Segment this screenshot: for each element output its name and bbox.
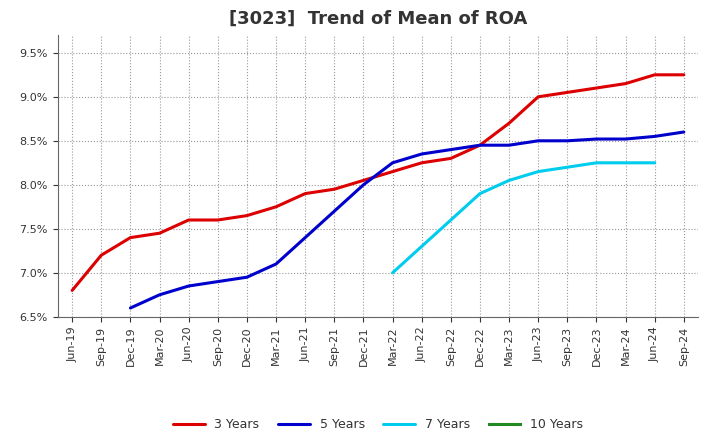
Title: [3023]  Trend of Mean of ROA: [3023] Trend of Mean of ROA bbox=[229, 10, 527, 28]
Line: 3 Years: 3 Years bbox=[72, 75, 684, 290]
5 Years bbox=[680, 129, 688, 135]
3 Years bbox=[156, 231, 164, 236]
5 Years bbox=[301, 235, 310, 240]
3 Years bbox=[476, 143, 485, 148]
5 Years bbox=[621, 136, 630, 142]
3 Years bbox=[359, 178, 368, 183]
7 Years bbox=[592, 160, 600, 165]
3 Years bbox=[271, 204, 280, 209]
5 Years bbox=[330, 209, 338, 214]
3 Years bbox=[505, 121, 513, 126]
5 Years bbox=[359, 182, 368, 187]
3 Years bbox=[97, 253, 106, 258]
5 Years bbox=[563, 138, 572, 143]
7 Years bbox=[505, 178, 513, 183]
3 Years bbox=[621, 81, 630, 86]
5 Years bbox=[505, 143, 513, 148]
5 Years bbox=[388, 160, 397, 165]
7 Years bbox=[418, 244, 426, 249]
Legend: 3 Years, 5 Years, 7 Years, 10 Years: 3 Years, 5 Years, 7 Years, 10 Years bbox=[168, 413, 588, 436]
5 Years bbox=[476, 143, 485, 148]
3 Years bbox=[446, 156, 455, 161]
3 Years bbox=[592, 85, 600, 91]
5 Years bbox=[126, 305, 135, 311]
3 Years bbox=[563, 90, 572, 95]
7 Years bbox=[563, 165, 572, 170]
3 Years bbox=[388, 169, 397, 174]
5 Years bbox=[243, 275, 251, 280]
5 Years bbox=[446, 147, 455, 152]
5 Years bbox=[271, 261, 280, 267]
3 Years bbox=[184, 217, 193, 223]
Line: 7 Years: 7 Years bbox=[392, 163, 654, 273]
7 Years bbox=[621, 160, 630, 165]
3 Years bbox=[330, 187, 338, 192]
7 Years bbox=[650, 160, 659, 165]
3 Years bbox=[213, 217, 222, 223]
5 Years bbox=[156, 292, 164, 297]
3 Years bbox=[68, 288, 76, 293]
5 Years bbox=[650, 134, 659, 139]
5 Years bbox=[213, 279, 222, 284]
3 Years bbox=[650, 72, 659, 77]
Line: 5 Years: 5 Years bbox=[130, 132, 684, 308]
7 Years bbox=[476, 191, 485, 196]
5 Years bbox=[184, 283, 193, 289]
7 Years bbox=[534, 169, 543, 174]
7 Years bbox=[446, 217, 455, 223]
5 Years bbox=[418, 151, 426, 157]
3 Years bbox=[534, 94, 543, 99]
5 Years bbox=[534, 138, 543, 143]
3 Years bbox=[418, 160, 426, 165]
3 Years bbox=[243, 213, 251, 218]
3 Years bbox=[680, 72, 688, 77]
3 Years bbox=[301, 191, 310, 196]
5 Years bbox=[592, 136, 600, 142]
7 Years bbox=[388, 270, 397, 275]
3 Years bbox=[126, 235, 135, 240]
